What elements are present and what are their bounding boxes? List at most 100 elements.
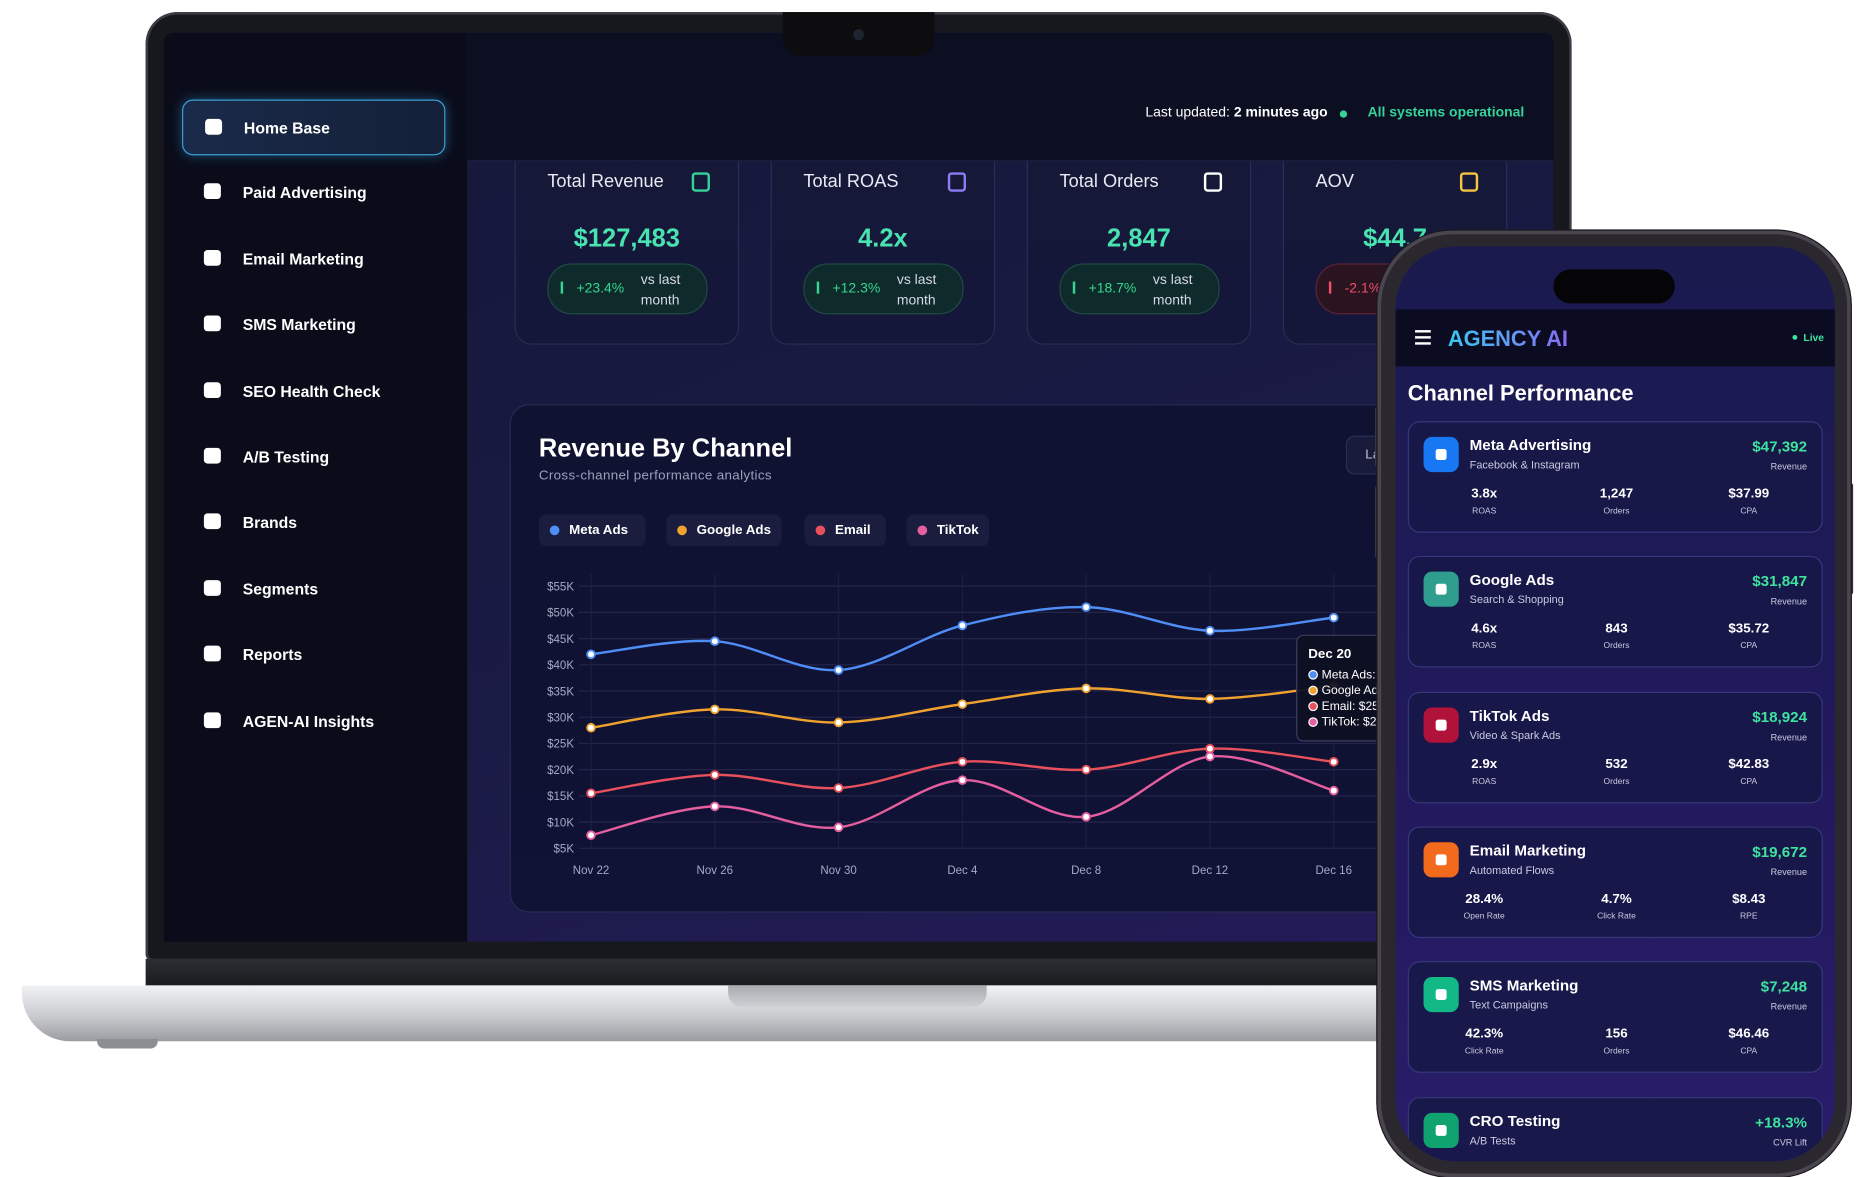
last-updated: Last updated: 2 minutes ago xyxy=(1145,106,1327,121)
data-point xyxy=(1205,625,1215,636)
metric-value: 1,247 xyxy=(1599,486,1634,502)
kpi-label: Total ROAS xyxy=(803,171,899,192)
change-arrow xyxy=(1328,281,1332,294)
channel-value: $31,847 xyxy=(1752,573,1808,591)
nav-label: Reports xyxy=(242,645,303,665)
nav-item[interactable]: SEO Health Check xyxy=(182,364,443,417)
channel-glyph xyxy=(1435,854,1447,866)
data-point xyxy=(710,636,720,647)
kpi-note: vs last month xyxy=(1152,273,1193,309)
data-point xyxy=(957,757,968,767)
channel-name: Meta Advertising xyxy=(1469,436,1592,454)
channel-name: CRO Testing xyxy=(1469,1112,1561,1130)
data-point xyxy=(586,722,596,733)
x-tick-label: Dec 12 xyxy=(1192,865,1229,877)
nav-label: SEO Health Check xyxy=(242,381,381,400)
channel-card[interactable]: CRO Testing A/B Tests +18.3% CVR Lift xyxy=(1407,1096,1823,1162)
channel-glyph xyxy=(1435,719,1447,731)
metric-value: 2.9x xyxy=(1471,756,1498,772)
channel-subtitle: Video & Spark Ads xyxy=(1469,728,1561,742)
nav-icon xyxy=(205,118,223,135)
kpi-note: vs last month xyxy=(896,273,937,309)
channel-value: +18.3% xyxy=(1755,1113,1808,1131)
metric-label: Open Rate xyxy=(1463,912,1505,921)
x-tick-label: Dec 4 xyxy=(947,865,978,877)
metric-label: Orders xyxy=(1603,642,1630,651)
nav-item[interactable]: Home Base xyxy=(182,99,446,156)
data-point xyxy=(1205,694,1215,704)
legend-item[interactable]: Google Ads xyxy=(666,514,782,547)
channel-card[interactable]: TikTok Ads Video & Spark Ads $18,924 Revenu… xyxy=(1407,691,1823,803)
legend-label: TikTok xyxy=(936,523,979,538)
data-point xyxy=(1205,743,1215,754)
channel-card[interactable]: Meta Advertising Facebook & Instagram $47,… xyxy=(1407,421,1823,533)
metric-label: Click Rate xyxy=(1464,1047,1504,1057)
nav-item[interactable]: Segments xyxy=(182,562,443,615)
channel-icon xyxy=(1423,436,1459,473)
metric-value: $42.83 xyxy=(1728,756,1770,772)
nav-label: A/B Testing xyxy=(242,447,330,467)
channel-glyph xyxy=(1435,584,1447,596)
x-tick-label: Nov 22 xyxy=(573,865,609,877)
tooltip-title: Dec 20 xyxy=(1308,646,1352,662)
nav-item[interactable]: SMS Marketing xyxy=(182,298,443,351)
y-tick-label: $30K xyxy=(547,712,574,724)
status-dot xyxy=(1339,110,1348,118)
legend-swatch xyxy=(677,525,687,536)
legend-label: Google Ads xyxy=(696,523,772,538)
kpi-note: vs last month xyxy=(640,273,681,309)
metric-value: 843 xyxy=(1605,621,1628,637)
metric-label: Orders xyxy=(1603,1047,1630,1057)
nav-item[interactable]: Paid Advertising xyxy=(182,166,443,219)
metric-label: CPA xyxy=(1740,507,1758,516)
y-tick-label: $25K xyxy=(547,739,574,751)
data-point xyxy=(957,699,968,709)
nav-item[interactable]: A/B Testing xyxy=(182,430,443,483)
legend-item[interactable]: TikTok xyxy=(906,514,990,547)
kpi-value: 2,847 xyxy=(1107,224,1171,253)
legend-item[interactable]: Meta Ads xyxy=(538,514,646,547)
tooltip-swatch xyxy=(1308,669,1318,680)
metric-label: ROAS xyxy=(1472,507,1497,516)
channel-icon xyxy=(1423,977,1459,1013)
metric-label: CPA xyxy=(1740,777,1758,786)
data-point xyxy=(1081,764,1091,775)
channel-card[interactable]: Google Ads Search & Shopping $31,847 Revenu… xyxy=(1407,556,1823,668)
channel-subtitle: Automated Flows xyxy=(1469,863,1555,877)
nav-icon xyxy=(203,183,221,200)
nav-item[interactable]: Email Marketing xyxy=(182,232,443,285)
data-point xyxy=(1328,785,1339,796)
menu-icon[interactable] xyxy=(1415,330,1431,333)
x-tick-label: Nov 26 xyxy=(697,865,734,877)
data-point xyxy=(833,717,844,728)
channel-value-label: Revenue xyxy=(1770,1001,1808,1013)
data-point xyxy=(710,704,720,715)
kpi-card: Total Revenue $127,483 +23.4% vs last month xyxy=(514,129,740,345)
channel-card[interactable]: SMS Marketing Text Campaigns $7,248 Revenue… xyxy=(1407,961,1823,1074)
brand: AGENCY AI xyxy=(1447,326,1568,351)
channel-value: $47,392 xyxy=(1752,438,1808,456)
kpi-change: +12.3% xyxy=(832,281,881,297)
chart-title: Revenue By Channel xyxy=(538,434,793,463)
nav-label: Segments xyxy=(242,579,319,599)
legend-label: Email xyxy=(834,523,871,538)
nav-label: Email Marketing xyxy=(242,249,364,268)
nav-item[interactable]: Brands xyxy=(182,496,443,549)
kpi-card: Total Orders 2,847 +18.7% vs last month xyxy=(1026,129,1252,345)
channel-subtitle: Search & Shopping xyxy=(1469,593,1564,606)
metric-value: $35.72 xyxy=(1728,621,1770,637)
metric-label: ROAS xyxy=(1472,642,1497,651)
channel-glyph xyxy=(1435,449,1447,460)
tooltip-swatch xyxy=(1308,717,1318,727)
channel-value: $18,924 xyxy=(1752,708,1808,726)
nav-item[interactable]: Reports xyxy=(182,628,443,681)
metric-value: 28.4% xyxy=(1465,891,1504,907)
y-tick-label: $5K xyxy=(554,844,575,856)
chart-subtitle: Cross-channel performance analytics xyxy=(538,468,772,484)
data-point xyxy=(710,770,720,780)
channel-card[interactable]: Email Marketing Automated Flows $19,672 Rev… xyxy=(1407,826,1823,938)
base-notch xyxy=(728,985,987,1008)
metric-label: CPA xyxy=(1740,642,1758,651)
legend-item[interactable]: Email xyxy=(804,514,886,547)
nav-item[interactable]: AGEN-AI Insights xyxy=(182,694,443,747)
